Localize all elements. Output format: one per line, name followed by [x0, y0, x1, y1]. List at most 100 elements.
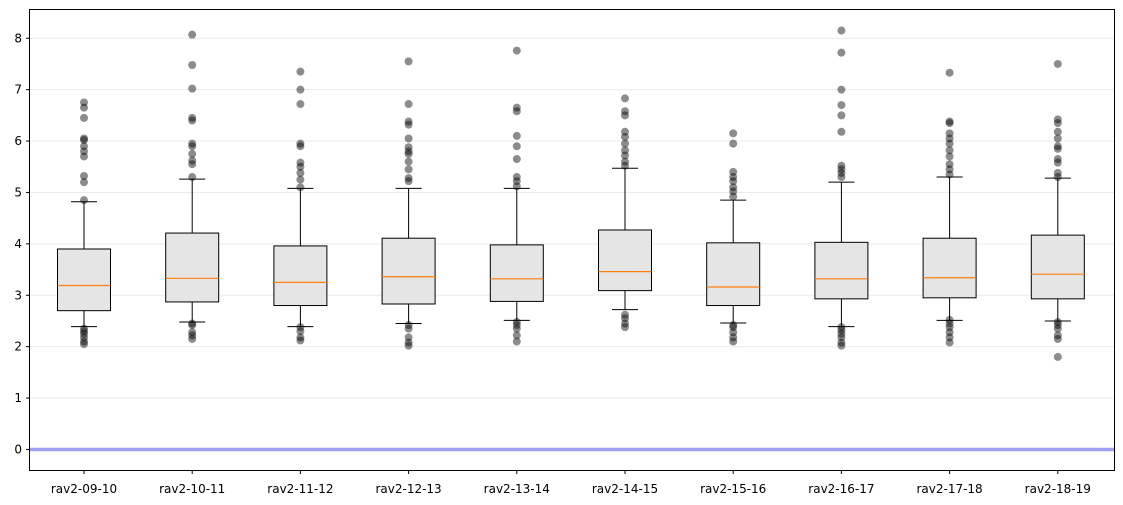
outlier-point — [512, 321, 521, 330]
outlier-point — [404, 134, 413, 143]
outlier-point — [512, 324, 521, 333]
outlier-point — [837, 161, 846, 170]
outlier-point — [296, 175, 305, 184]
x-tick-label: rav2-16-17 — [808, 482, 874, 496]
outlier-point — [404, 117, 413, 126]
iqr-box — [922, 237, 977, 299]
outlier-point — [404, 341, 413, 350]
outlier-point — [296, 336, 305, 345]
outlier-point — [188, 60, 197, 69]
y-tick-label: 2 — [14, 340, 22, 354]
outlier-point — [404, 149, 413, 158]
x-tick-label: rav2-15-16 — [700, 482, 766, 496]
outlier-point — [296, 67, 305, 76]
outlier-point — [512, 155, 521, 164]
outlier-point — [837, 101, 846, 110]
outlier-point — [512, 46, 521, 55]
outlier-point — [1053, 115, 1062, 124]
outlier-point — [945, 134, 954, 143]
outlier-point — [837, 341, 846, 350]
outlier-point — [296, 100, 305, 109]
outlier-point — [1053, 158, 1062, 167]
y-tick-label: 7 — [14, 83, 22, 97]
outlier-point — [945, 328, 954, 337]
outlier-point — [837, 323, 846, 332]
outlier-point — [1053, 321, 1062, 330]
outlier-point — [80, 142, 88, 151]
outlier-point — [188, 116, 197, 125]
outlier-point — [404, 324, 413, 333]
outlier-point — [188, 139, 197, 148]
outlier-point — [80, 113, 88, 122]
outlier-point — [1053, 324, 1062, 333]
outlier-point — [404, 321, 413, 330]
outlier-point — [1053, 144, 1062, 153]
outlier-point — [80, 333, 88, 342]
outlier-point — [404, 333, 413, 342]
outlier-point — [621, 94, 629, 103]
iqr-box — [706, 242, 761, 307]
outlier-point — [296, 333, 305, 342]
outlier-point — [296, 162, 305, 171]
outlier-point — [621, 310, 629, 319]
outlier-point — [80, 136, 88, 145]
outlier-point — [296, 323, 305, 332]
y-axis: 0 1 2 3 4 5 6 7 8 — [14, 31, 30, 456]
outlier-point — [729, 187, 738, 196]
outlier-point — [945, 160, 954, 169]
box-rav2-18-19 — [1030, 59, 1085, 361]
outlier-point — [837, 338, 846, 347]
outlier-point — [188, 113, 197, 122]
outlier-point — [296, 139, 305, 148]
box-rav2-15-16 — [706, 129, 761, 346]
outlier-point — [188, 30, 197, 39]
outlier-point — [296, 142, 305, 151]
outlier-point — [404, 100, 413, 109]
x-tick-label: rav2-10-11 — [159, 482, 225, 496]
outlier-point — [404, 338, 413, 347]
y-tick-label: 4 — [14, 237, 22, 251]
outlier-point — [512, 142, 521, 151]
outlier-point — [1053, 119, 1062, 128]
outlier-point — [621, 151, 629, 160]
outlier-point — [512, 182, 521, 191]
box-rav2-16-17 — [814, 26, 869, 350]
outlier-point — [188, 319, 197, 328]
iqr-box — [165, 232, 220, 303]
outlier-point — [729, 177, 738, 186]
outlier-point — [1053, 155, 1062, 164]
outlier-point — [837, 85, 846, 94]
iqr-box — [273, 245, 328, 307]
outlier-point — [621, 157, 629, 166]
outlier-point — [945, 68, 954, 77]
outlier-point — [945, 338, 954, 347]
outlier-point — [404, 174, 413, 183]
outlier-point — [512, 317, 521, 326]
outlier-point — [837, 173, 846, 182]
outlier-point — [729, 337, 738, 346]
outlier-point — [404, 143, 413, 152]
iqr-box — [489, 244, 544, 302]
outlier-point — [945, 117, 954, 126]
outlier-point — [621, 107, 629, 116]
outlier-point — [80, 152, 88, 161]
outlier-point — [945, 129, 954, 138]
box-rav2-11-12 — [273, 67, 328, 345]
outlier-point — [404, 165, 413, 174]
outlier-point — [512, 331, 521, 340]
outlier-point — [80, 147, 88, 156]
outlier-point — [80, 329, 88, 338]
outlier-point — [837, 48, 846, 57]
outlier-point — [1053, 317, 1062, 326]
iqr-box — [598, 229, 652, 292]
outlier-point — [1053, 173, 1062, 182]
outlier-point — [621, 127, 629, 136]
outlier-point — [296, 327, 305, 336]
outlier-point — [404, 120, 413, 129]
outlier-point — [1053, 127, 1062, 136]
outlier-point — [945, 139, 954, 148]
y-tick-label: 0 — [14, 442, 22, 456]
outlier-point — [80, 103, 88, 112]
outlier-point — [80, 134, 88, 143]
outlier-point — [512, 107, 521, 116]
